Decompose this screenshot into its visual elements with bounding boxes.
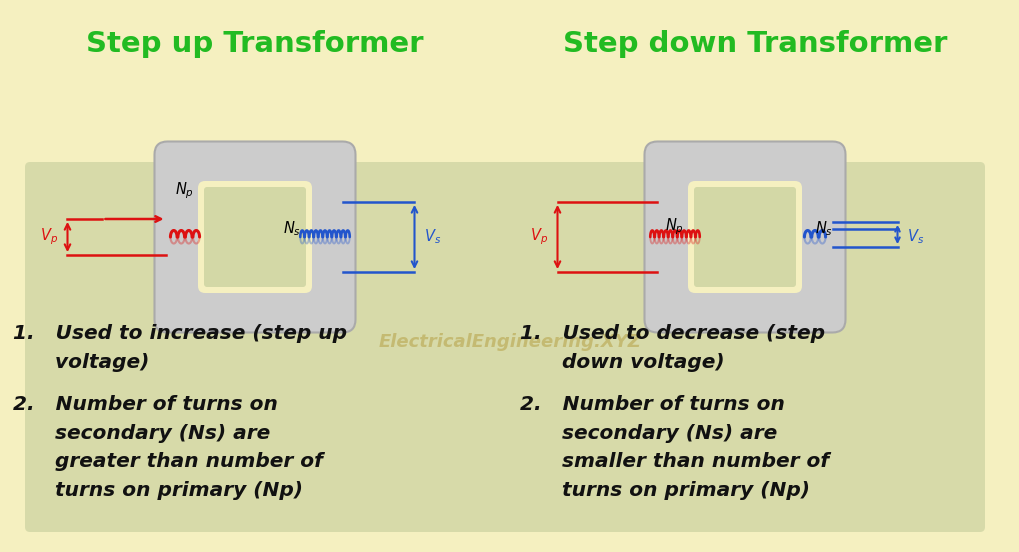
Text: 2.   Number of turns on: 2. Number of turns on <box>520 395 784 414</box>
Text: turns on primary (Np): turns on primary (Np) <box>13 481 303 500</box>
Text: $V_s$: $V_s$ <box>906 227 923 246</box>
Text: $V_p$: $V_p$ <box>41 227 58 247</box>
FancyBboxPatch shape <box>198 181 312 293</box>
Text: Step up Transformer: Step up Transformer <box>87 30 423 58</box>
FancyBboxPatch shape <box>204 187 306 287</box>
Text: Step down Transformer: Step down Transformer <box>562 30 947 58</box>
Text: $N_p$: $N_p$ <box>664 217 684 237</box>
Text: turns on primary (Np): turns on primary (Np) <box>520 481 809 500</box>
Text: 1.   Used to increase (step up: 1. Used to increase (step up <box>13 324 346 343</box>
Text: $V_s$: $V_s$ <box>424 227 440 246</box>
Text: smaller than number of: smaller than number of <box>520 452 828 471</box>
Text: secondary (Ns) are: secondary (Ns) are <box>520 424 776 443</box>
Text: $N_s$: $N_s$ <box>814 220 833 238</box>
Text: $N_s$: $N_s$ <box>283 220 302 238</box>
Text: 2.   Number of turns on: 2. Number of turns on <box>13 395 277 414</box>
Text: ElectricalEngineering.XYZ: ElectricalEngineering.XYZ <box>378 333 641 351</box>
Text: down voltage): down voltage) <box>520 353 723 371</box>
FancyBboxPatch shape <box>688 181 801 293</box>
FancyBboxPatch shape <box>644 141 845 332</box>
Text: 1.   Used to decrease (step: 1. Used to decrease (step <box>520 324 824 343</box>
Text: secondary (Ns) are: secondary (Ns) are <box>13 424 270 443</box>
FancyBboxPatch shape <box>25 162 984 532</box>
FancyBboxPatch shape <box>693 187 795 287</box>
FancyBboxPatch shape <box>154 141 356 332</box>
Text: voltage): voltage) <box>13 353 149 371</box>
Text: $V_p$: $V_p$ <box>530 227 548 247</box>
Text: $N_p$: $N_p$ <box>175 181 194 201</box>
Text: greater than number of: greater than number of <box>13 452 323 471</box>
